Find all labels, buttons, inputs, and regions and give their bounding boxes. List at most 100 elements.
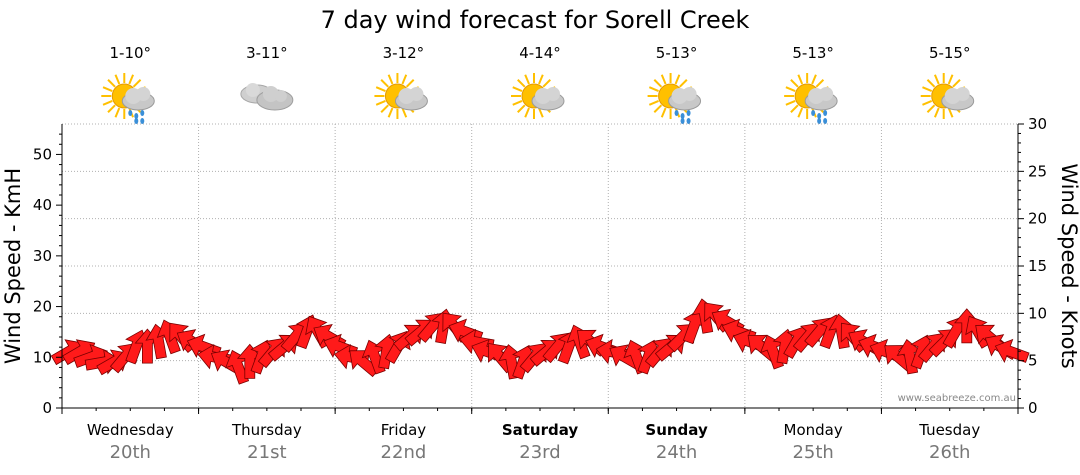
- rain-drop: [128, 110, 133, 116]
- sun-ray: [648, 100, 659, 106]
- sun-ray: [107, 79, 116, 88]
- rain-drop: [823, 118, 828, 124]
- day-name-label: Thursday: [231, 421, 302, 439]
- day-name-label: Sunday: [645, 421, 708, 439]
- sun-ray: [933, 107, 940, 118]
- left-tick-label: 0: [42, 399, 52, 417]
- sun-ray: [128, 74, 135, 85]
- left-tick-label: 20: [33, 298, 52, 316]
- chart-title: 7 day wind forecast for Sorell Creek: [321, 6, 750, 34]
- rain-drop: [680, 118, 685, 124]
- rain-drop: [817, 113, 822, 119]
- left-tick-label: 10: [33, 348, 52, 366]
- cloud-part: [409, 87, 424, 101]
- day-date-label: 21st: [247, 442, 286, 463]
- right-tick-label: 5: [1028, 352, 1038, 370]
- temperature-range: 5-13°: [656, 44, 698, 62]
- rain-drop: [686, 110, 691, 116]
- sun-ray: [933, 74, 940, 85]
- rain-drop: [817, 118, 822, 124]
- sun-ray: [517, 104, 526, 113]
- cloud-shape: [121, 87, 155, 111]
- left-axis-ticks: 0 10 20 30 40 50: [33, 133, 62, 417]
- daily-temperatures: 1-10° 3-11° 3-12° 4-14° 5-13° 5-13° 5-15°: [110, 44, 971, 62]
- wind-arrow: [792, 322, 820, 354]
- sun-ray: [785, 100, 796, 106]
- temperature-range: 4-14°: [519, 44, 561, 62]
- rain-drop: [140, 118, 145, 124]
- sun-ray: [387, 107, 394, 118]
- sun-ray: [114, 74, 121, 85]
- sun-cloud-rain-icon: [784, 73, 838, 124]
- sun-ray: [926, 104, 936, 113]
- daily-weather-icons: [101, 73, 975, 124]
- wind-arrows: [50, 298, 1030, 385]
- sun-ray: [660, 74, 667, 85]
- left-tick-label: 50: [33, 145, 52, 163]
- sun-ray: [538, 74, 544, 85]
- sun-ray: [387, 74, 394, 85]
- sun-ray: [517, 79, 526, 88]
- day-date-label: 22nd: [381, 442, 427, 463]
- cloud-part: [819, 87, 834, 101]
- rain-drop: [674, 110, 679, 116]
- sun-ray: [380, 104, 389, 113]
- sun-ray: [947, 74, 954, 85]
- sun-ray: [653, 104, 663, 113]
- sun-ray: [815, 79, 825, 88]
- right-axis-ticks: 0 5 10 15 20 25 30: [1018, 115, 1047, 417]
- sun-ray: [542, 79, 551, 88]
- day-name-label: Tuesday: [918, 421, 980, 439]
- sun-ray: [102, 86, 113, 92]
- cloud-shape: [240, 83, 294, 111]
- chart-axes: [61, 124, 1019, 414]
- right-tick-label: 20: [1028, 210, 1047, 228]
- day-name-label: Wednesday: [87, 421, 174, 439]
- sun-ray: [660, 107, 667, 118]
- sun-ray: [679, 79, 688, 88]
- day-date-label: 26th: [929, 442, 970, 463]
- right-tick-label: 25: [1028, 162, 1047, 180]
- temperature-range: 5-13°: [792, 44, 834, 62]
- sun-ray: [401, 74, 408, 85]
- rain-drops: [674, 110, 691, 124]
- sun-cloud-icon: [511, 73, 565, 119]
- sun-ray: [926, 79, 936, 88]
- chart-grid: [62, 123, 1018, 408]
- wind-arrow: [994, 338, 1030, 364]
- sun-cloud-rain-icon: [101, 73, 155, 124]
- cloud-icon: [240, 83, 294, 111]
- sun-ray: [524, 74, 530, 85]
- rain-drops: [128, 110, 145, 124]
- sun-ray: [375, 100, 386, 106]
- cloud-part: [245, 83, 260, 97]
- sun-cloud-icon: [920, 73, 975, 119]
- rain-drop: [811, 110, 816, 116]
- temperature-range: 3-11°: [246, 44, 288, 62]
- sun-ray: [107, 104, 116, 113]
- rain-drop: [134, 118, 139, 124]
- cloud-part: [682, 87, 697, 101]
- cloud-shape: [941, 87, 975, 111]
- rain-drop: [680, 113, 685, 119]
- cloud-part: [955, 87, 970, 101]
- sun-ray: [375, 86, 386, 92]
- day-date-label: 25th: [792, 442, 833, 463]
- sun-ray: [401, 107, 408, 118]
- cloud-part: [546, 87, 560, 101]
- temperature-range: 5-15°: [929, 44, 971, 62]
- temperature-range: 1-10°: [110, 44, 152, 62]
- cloud-shape: [668, 87, 702, 111]
- sun-ray: [102, 100, 113, 106]
- day-name-label: Monday: [784, 421, 843, 439]
- cloud-part: [136, 87, 151, 101]
- sun-ray: [785, 86, 796, 92]
- day-name-label: Saturday: [502, 421, 579, 439]
- sun-ray: [947, 107, 954, 118]
- rain-drop: [134, 113, 139, 119]
- right-tick-label: 10: [1028, 304, 1047, 322]
- right-axis-label: Wind Speed - Knots: [1057, 163, 1080, 368]
- sun-ray: [922, 100, 933, 106]
- sun-ray: [114, 107, 121, 118]
- sun-ray: [653, 79, 663, 88]
